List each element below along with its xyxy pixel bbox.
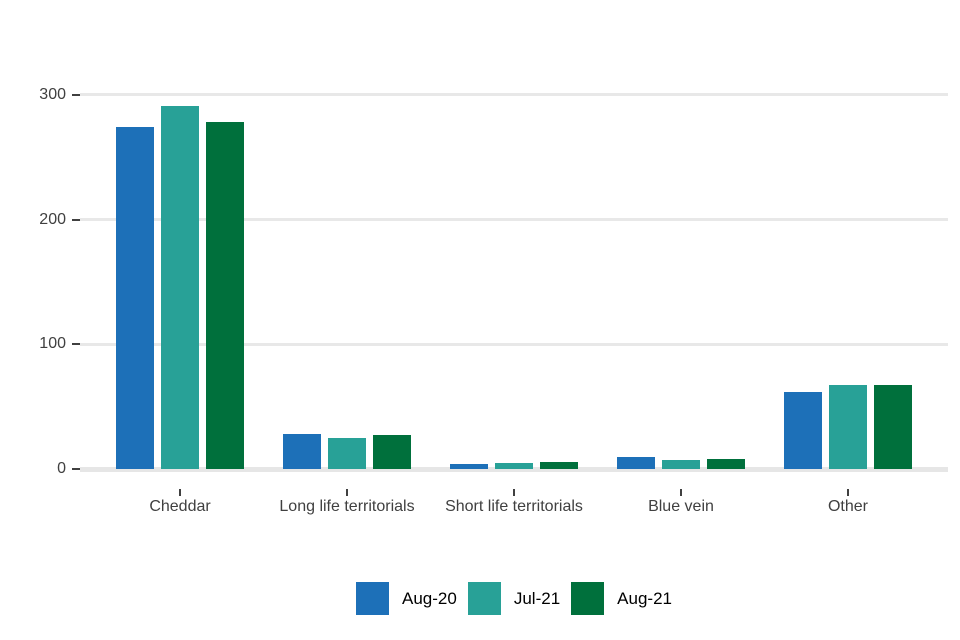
y-axis-tick	[72, 343, 80, 346]
bar-blue-vein-aug-20	[617, 456, 655, 469]
y-axis-tick-label: 100	[39, 335, 66, 353]
x-axis-label: Blue vein	[648, 498, 714, 515]
y-axis-tick	[72, 93, 80, 96]
bar-cheddar-aug-21	[206, 122, 244, 469]
legend-item-aug-21: Aug-21	[571, 582, 672, 615]
bar-cheddar-aug-20	[116, 127, 154, 469]
bar-cheddar-jul-21	[161, 105, 199, 469]
bar-other-jul-21	[829, 385, 867, 469]
legend-label: Aug-20	[402, 589, 457, 608]
bar-other-aug-20	[784, 391, 822, 469]
legend-item-aug-20: Aug-20	[356, 582, 457, 615]
bar-long-life-territorials-jul-21	[328, 437, 366, 469]
legend-label: Jul-21	[513, 589, 561, 608]
bar-short-life-territorials-aug-20	[450, 464, 488, 469]
x-axis-label: Long life territorials	[279, 498, 415, 515]
bar-other-aug-21	[874, 385, 912, 469]
legend-swatch-jul-21	[467, 582, 501, 615]
legend-swatch-aug-21	[571, 582, 605, 615]
legend-item-jul-21: Jul-21	[467, 582, 561, 615]
y-axis-tick	[72, 468, 80, 470]
bar-blue-vein-aug-21	[707, 459, 745, 469]
x-axis-tick	[179, 489, 181, 496]
x-axis-label: Cheddar	[149, 498, 211, 515]
x-axis-line	[80, 467, 948, 472]
x-axis-tick	[847, 489, 849, 496]
bar-short-life-territorials-jul-21	[495, 462, 533, 469]
gridline	[80, 218, 948, 221]
y-axis-tick-label: 200	[39, 210, 66, 228]
x-axis-tick	[513, 489, 515, 496]
x-axis-label: Other	[827, 498, 868, 515]
legend: Aug-20 Jul-21 Aug-21	[80, 582, 948, 615]
y-axis-tick	[72, 218, 80, 221]
gridline	[80, 342, 948, 346]
bar-blue-vein-jul-21	[662, 460, 700, 469]
x-axis-tick	[680, 489, 682, 496]
legend-swatch-aug-20	[356, 582, 390, 615]
gridline	[80, 93, 948, 97]
y-axis-tick-label: 0	[57, 460, 66, 477]
bar-long-life-territorials-aug-20	[283, 434, 321, 469]
legend-label: Aug-21	[617, 589, 672, 608]
bar-short-life-territorials-aug-21	[540, 461, 578, 469]
x-axis-label: Short life territorials	[445, 498, 583, 515]
x-axis-tick	[346, 489, 348, 496]
y-axis-tick-label: 300	[39, 85, 66, 103]
bar-long-life-territorials-aug-21	[373, 435, 411, 469]
